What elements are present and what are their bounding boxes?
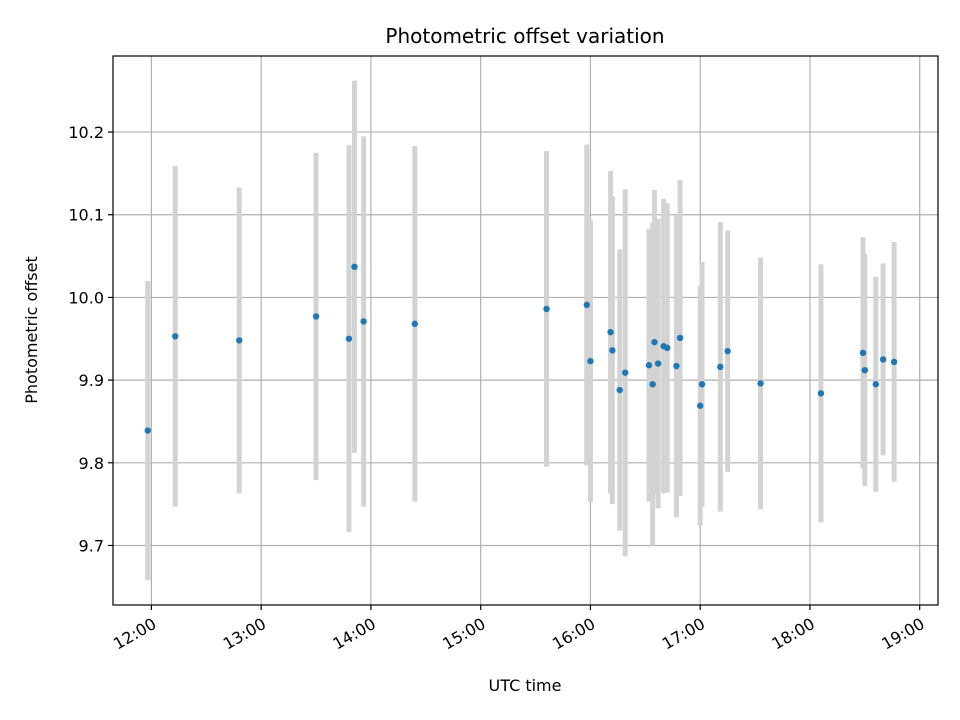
data-point	[616, 386, 623, 394]
data-point	[144, 427, 151, 434]
data-point	[664, 344, 671, 352]
y-tick-label: 10.2	[68, 123, 104, 142]
data-point	[345, 335, 353, 342]
y-tick-label: 9.9	[79, 371, 104, 390]
data-point	[698, 381, 706, 388]
data-point	[351, 263, 358, 271]
data-point	[817, 390, 825, 397]
data-point	[649, 381, 656, 388]
plot-frame	[112, 55, 939, 606]
data-point	[651, 338, 658, 346]
data-point	[879, 356, 887, 363]
data-point	[543, 305, 550, 313]
data-point	[724, 347, 731, 355]
data-point	[236, 337, 243, 344]
data-point	[411, 320, 419, 328]
data-point	[717, 363, 724, 371]
y-tick-label: 10.1	[68, 206, 104, 225]
data-point	[360, 318, 367, 325]
data-point	[621, 369, 629, 376]
y-tick-label: 9.7	[79, 536, 104, 555]
data-points	[144, 263, 898, 434]
data-point	[890, 358, 898, 366]
data-point	[757, 380, 764, 387]
y-axis-label: Photometric offset	[22, 256, 41, 404]
data-point	[859, 349, 867, 357]
data-point	[673, 362, 680, 370]
chart-title: Photometric offset variation	[385, 24, 664, 48]
data-point	[654, 360, 662, 367]
data-point	[607, 328, 614, 336]
data-point	[171, 333, 179, 340]
data-point	[645, 362, 653, 369]
y-tick-label: 10.0	[68, 288, 104, 307]
x-axis-label: UTC time	[489, 676, 562, 695]
y-tick-label: 9.8	[79, 454, 104, 473]
data-point	[587, 357, 594, 365]
data-point	[861, 366, 869, 374]
data-point	[609, 347, 616, 354]
data-point	[676, 334, 684, 342]
data-point	[312, 313, 320, 320]
data-point	[583, 301, 590, 309]
data-point	[696, 402, 704, 409]
data-point	[872, 381, 880, 388]
